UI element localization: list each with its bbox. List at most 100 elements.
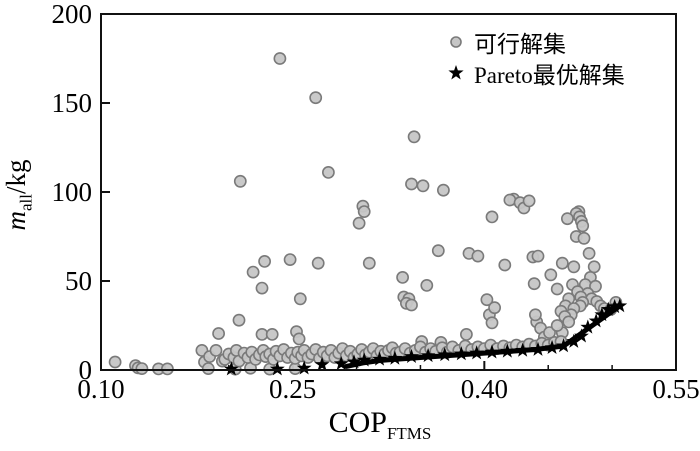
feasible-point <box>292 332 306 346</box>
pareto-point <box>499 343 515 358</box>
pareto-point <box>420 347 436 363</box>
feasible-point <box>550 319 564 332</box>
y-axis-title-unit: /kg <box>1 159 31 195</box>
feasible-point <box>527 277 541 291</box>
legend-item-pareto: Pareto最优解集 <box>445 57 625 88</box>
x-axis-title-main: COP <box>328 406 387 439</box>
pareto-star-icon <box>448 64 464 79</box>
pareto-point <box>566 333 582 348</box>
pareto-point <box>372 351 387 366</box>
pareto-point <box>453 346 469 361</box>
feasible-point <box>405 298 418 312</box>
feasible-point <box>357 205 371 218</box>
y-tick-label: 0 <box>79 355 93 385</box>
pareto-point <box>314 356 330 371</box>
pareto-point <box>484 344 500 359</box>
y-tick-label: 200 <box>52 0 93 29</box>
feasible-point <box>201 362 215 375</box>
feasible-point <box>436 183 450 197</box>
feasible-circle-icon <box>450 35 462 48</box>
pareto-point <box>556 338 571 353</box>
feasible-point <box>258 254 271 268</box>
x-tick-label: 0.55 <box>652 374 699 404</box>
feasible-point <box>561 212 574 226</box>
pareto-point <box>404 348 419 363</box>
legend-item-feasible: 可行解集 <box>445 26 625 57</box>
feasible-point <box>405 177 418 191</box>
feasible-point <box>555 256 569 270</box>
pareto-point <box>580 319 596 334</box>
pareto-point <box>612 298 628 313</box>
y-tick-label: 150 <box>52 88 93 118</box>
feasible-point <box>531 249 545 263</box>
pareto-point <box>594 307 610 322</box>
feasible-point <box>362 256 376 270</box>
feasible-point <box>309 91 323 105</box>
feasible-point <box>582 246 596 260</box>
pareto-point <box>607 299 623 314</box>
feasible-point <box>233 174 247 188</box>
feasible-point <box>498 258 512 272</box>
feasible-point <box>108 355 122 369</box>
feasible-point <box>543 326 556 339</box>
pareto-point <box>269 361 285 376</box>
feasible-point <box>265 327 279 341</box>
feasible-point <box>273 52 287 65</box>
legend-label-feasible: 可行解集 <box>474 31 566 57</box>
feasible-point <box>577 231 591 245</box>
feasible-point <box>416 179 430 193</box>
feasible-point <box>420 278 434 292</box>
feasible-point <box>529 308 542 322</box>
feasible-point <box>283 253 297 266</box>
y-tick-label: 100 <box>52 177 93 207</box>
feasible-point <box>160 362 174 376</box>
feasible-point <box>576 219 590 233</box>
feasible-point <box>212 327 225 340</box>
x-axis-title-subscript: FTMS <box>386 424 432 443</box>
feasible-point <box>488 301 501 315</box>
feasible-point <box>562 315 576 329</box>
pareto-point <box>296 360 312 375</box>
feasible-point <box>352 216 366 230</box>
feasible-point <box>485 210 499 224</box>
pareto-point <box>346 354 362 369</box>
pareto-point <box>574 328 589 343</box>
pareto-point <box>515 342 531 357</box>
feasible-point <box>396 270 409 284</box>
feasible-point <box>232 313 246 327</box>
pareto-point <box>600 301 616 316</box>
feasible-point <box>550 282 564 296</box>
feasible-point <box>587 260 601 274</box>
feasible-point <box>589 279 602 293</box>
plot-frame <box>100 13 677 371</box>
feasible-point <box>544 268 558 282</box>
feasible-point <box>480 293 494 307</box>
pareto-point <box>544 339 560 355</box>
feasible-point <box>321 165 335 179</box>
feasible-point <box>471 249 485 263</box>
legend: 可行解集 Pareto最优解集 <box>445 26 625 88</box>
pareto-point <box>387 350 403 365</box>
feasible-point <box>209 343 223 357</box>
feasible-point <box>135 362 149 375</box>
feasible-point <box>485 316 499 330</box>
x-axis-title: COPFTMS <box>0 406 700 444</box>
y-axis-title: mall/kg <box>1 130 35 260</box>
feasible-point <box>293 292 307 306</box>
feasible-point <box>407 130 421 144</box>
pareto-point <box>588 313 604 328</box>
feasible-point <box>459 327 473 341</box>
x-tick-label: 0.10 <box>77 374 124 404</box>
feasible-point <box>567 260 581 274</box>
pareto-point <box>223 361 239 376</box>
pareto-point <box>333 355 349 371</box>
feasible-point <box>255 281 269 295</box>
pareto-point <box>530 341 546 356</box>
feasible-point <box>431 244 445 258</box>
pareto-point <box>437 347 453 362</box>
feasible-point <box>311 256 325 270</box>
feasible-point <box>522 194 536 208</box>
pareto-point <box>469 345 485 360</box>
y-tick-label: 50 <box>65 266 92 296</box>
